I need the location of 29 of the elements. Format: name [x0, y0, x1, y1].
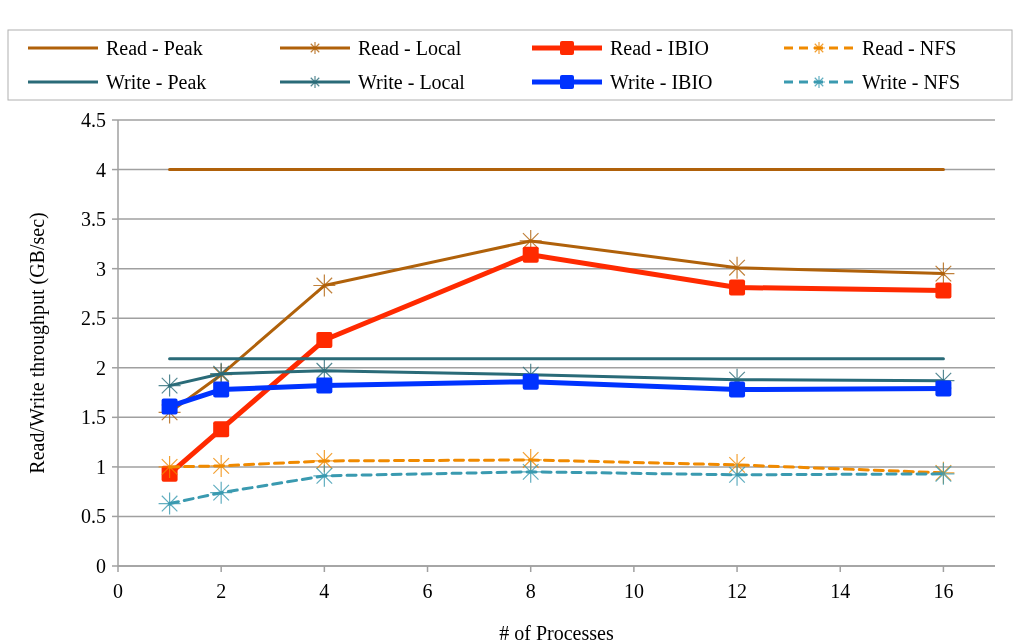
- y-axis-title: Read/Write throughput (GB/sec): [26, 212, 49, 474]
- x-tick-label: 0: [113, 580, 123, 602]
- x-tick-label: 2: [216, 580, 227, 602]
- legend-label: Write - Peak: [106, 71, 207, 93]
- y-tick-label: 4: [96, 158, 106, 181]
- x-axis-title: # of Processes: [499, 622, 614, 644]
- x-tick-label: 4: [319, 580, 330, 602]
- legend-label: Read - Peak: [106, 37, 203, 59]
- y-tick-label: 2.5: [81, 307, 106, 330]
- x-tick-label: 16: [933, 580, 954, 602]
- y-tick-label: 1.5: [81, 406, 106, 429]
- x-tick-label: 10: [623, 580, 644, 602]
- x-tick-label: 12: [727, 580, 748, 602]
- x-tick-label: 8: [525, 580, 536, 602]
- legend-label: Read - Local: [358, 37, 462, 59]
- y-tick-label: 3.5: [81, 208, 106, 231]
- legend-label: Write - NFS: [862, 71, 961, 93]
- y-tick-label: 0.5: [81, 505, 106, 528]
- y-tick-label: 1: [96, 455, 106, 478]
- y-tick-label: 0: [96, 555, 106, 577]
- x-tick-label: 6: [422, 580, 433, 602]
- y-tick-label: 2: [96, 356, 106, 379]
- y-tick-label: 3: [96, 257, 106, 280]
- legend-label: Read - NFS: [862, 37, 957, 59]
- legend-label: Read - IBIO: [610, 37, 709, 59]
- y-tick-label: 4.5: [81, 109, 106, 131]
- legend-label: Write - Local: [358, 71, 466, 93]
- legend-label: Write - IBIO: [610, 71, 713, 93]
- x-tick-label: 14: [830, 580, 851, 602]
